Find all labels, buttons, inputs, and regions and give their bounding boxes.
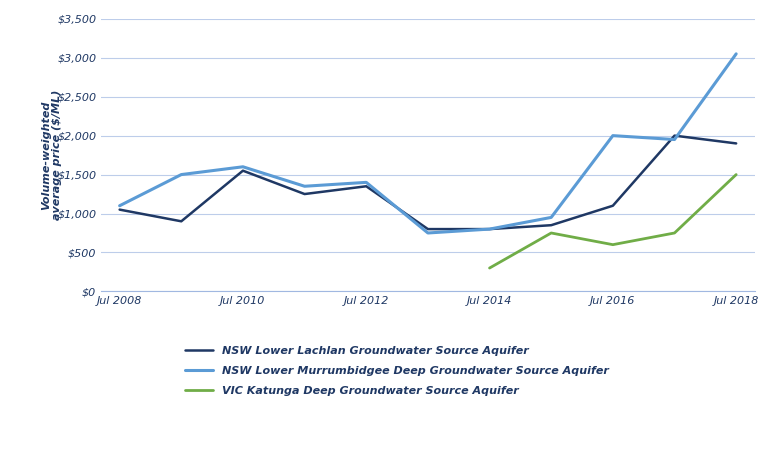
NSW Lower Murrumbidgee Deep Groundwater Source Aquifer xyxy=(731,51,741,57)
NSW Lower Murrumbidgee Deep Groundwater Source Aquifer xyxy=(670,137,679,142)
NSW Lower Lachlan Groundwater Source Aquifer xyxy=(238,168,247,173)
NSW Lower Lachlan Groundwater Source Aquifer xyxy=(115,207,124,212)
NSW Lower Murrumbidgee Deep Groundwater Source Aquifer xyxy=(115,203,124,209)
VIC Katunga Deep Groundwater Source Aquifer xyxy=(731,172,741,177)
VIC Katunga Deep Groundwater Source Aquifer xyxy=(546,230,555,236)
NSW Lower Murrumbidgee Deep Groundwater Source Aquifer xyxy=(177,172,186,177)
NSW Lower Lachlan Groundwater Source Aquifer xyxy=(423,226,433,232)
VIC Katunga Deep Groundwater Source Aquifer xyxy=(670,230,679,236)
NSW Lower Lachlan Groundwater Source Aquifer xyxy=(177,219,186,224)
NSW Lower Murrumbidgee Deep Groundwater Source Aquifer xyxy=(485,226,494,232)
NSW Lower Lachlan Groundwater Source Aquifer xyxy=(731,141,741,146)
Y-axis label: Volume-weighted
average price ($/ML): Volume-weighted average price ($/ML) xyxy=(40,90,62,220)
NSW Lower Murrumbidgee Deep Groundwater Source Aquifer xyxy=(423,230,433,236)
NSW Lower Murrumbidgee Deep Groundwater Source Aquifer xyxy=(238,164,247,170)
NSW Lower Lachlan Groundwater Source Aquifer xyxy=(362,183,371,189)
NSW Lower Lachlan Groundwater Source Aquifer xyxy=(300,191,310,197)
NSW Lower Lachlan Groundwater Source Aquifer xyxy=(546,222,555,228)
Line: NSW Lower Lachlan Groundwater Source Aquifer: NSW Lower Lachlan Groundwater Source Aqu… xyxy=(120,136,736,229)
NSW Lower Murrumbidgee Deep Groundwater Source Aquifer xyxy=(300,183,310,189)
NSW Lower Murrumbidgee Deep Groundwater Source Aquifer xyxy=(608,133,618,139)
Line: NSW Lower Murrumbidgee Deep Groundwater Source Aquifer: NSW Lower Murrumbidgee Deep Groundwater … xyxy=(120,54,736,233)
NSW Lower Murrumbidgee Deep Groundwater Source Aquifer xyxy=(362,180,371,185)
NSW Lower Murrumbidgee Deep Groundwater Source Aquifer xyxy=(546,215,555,220)
VIC Katunga Deep Groundwater Source Aquifer xyxy=(485,265,494,271)
VIC Katunga Deep Groundwater Source Aquifer xyxy=(608,242,618,248)
NSW Lower Lachlan Groundwater Source Aquifer xyxy=(608,203,618,209)
NSW Lower Lachlan Groundwater Source Aquifer xyxy=(670,133,679,139)
Legend: NSW Lower Lachlan Groundwater Source Aquifer, NSW Lower Murrumbidgee Deep Ground: NSW Lower Lachlan Groundwater Source Aqu… xyxy=(185,346,608,396)
NSW Lower Lachlan Groundwater Source Aquifer xyxy=(485,226,494,232)
Line: VIC Katunga Deep Groundwater Source Aquifer: VIC Katunga Deep Groundwater Source Aqui… xyxy=(489,174,736,268)
